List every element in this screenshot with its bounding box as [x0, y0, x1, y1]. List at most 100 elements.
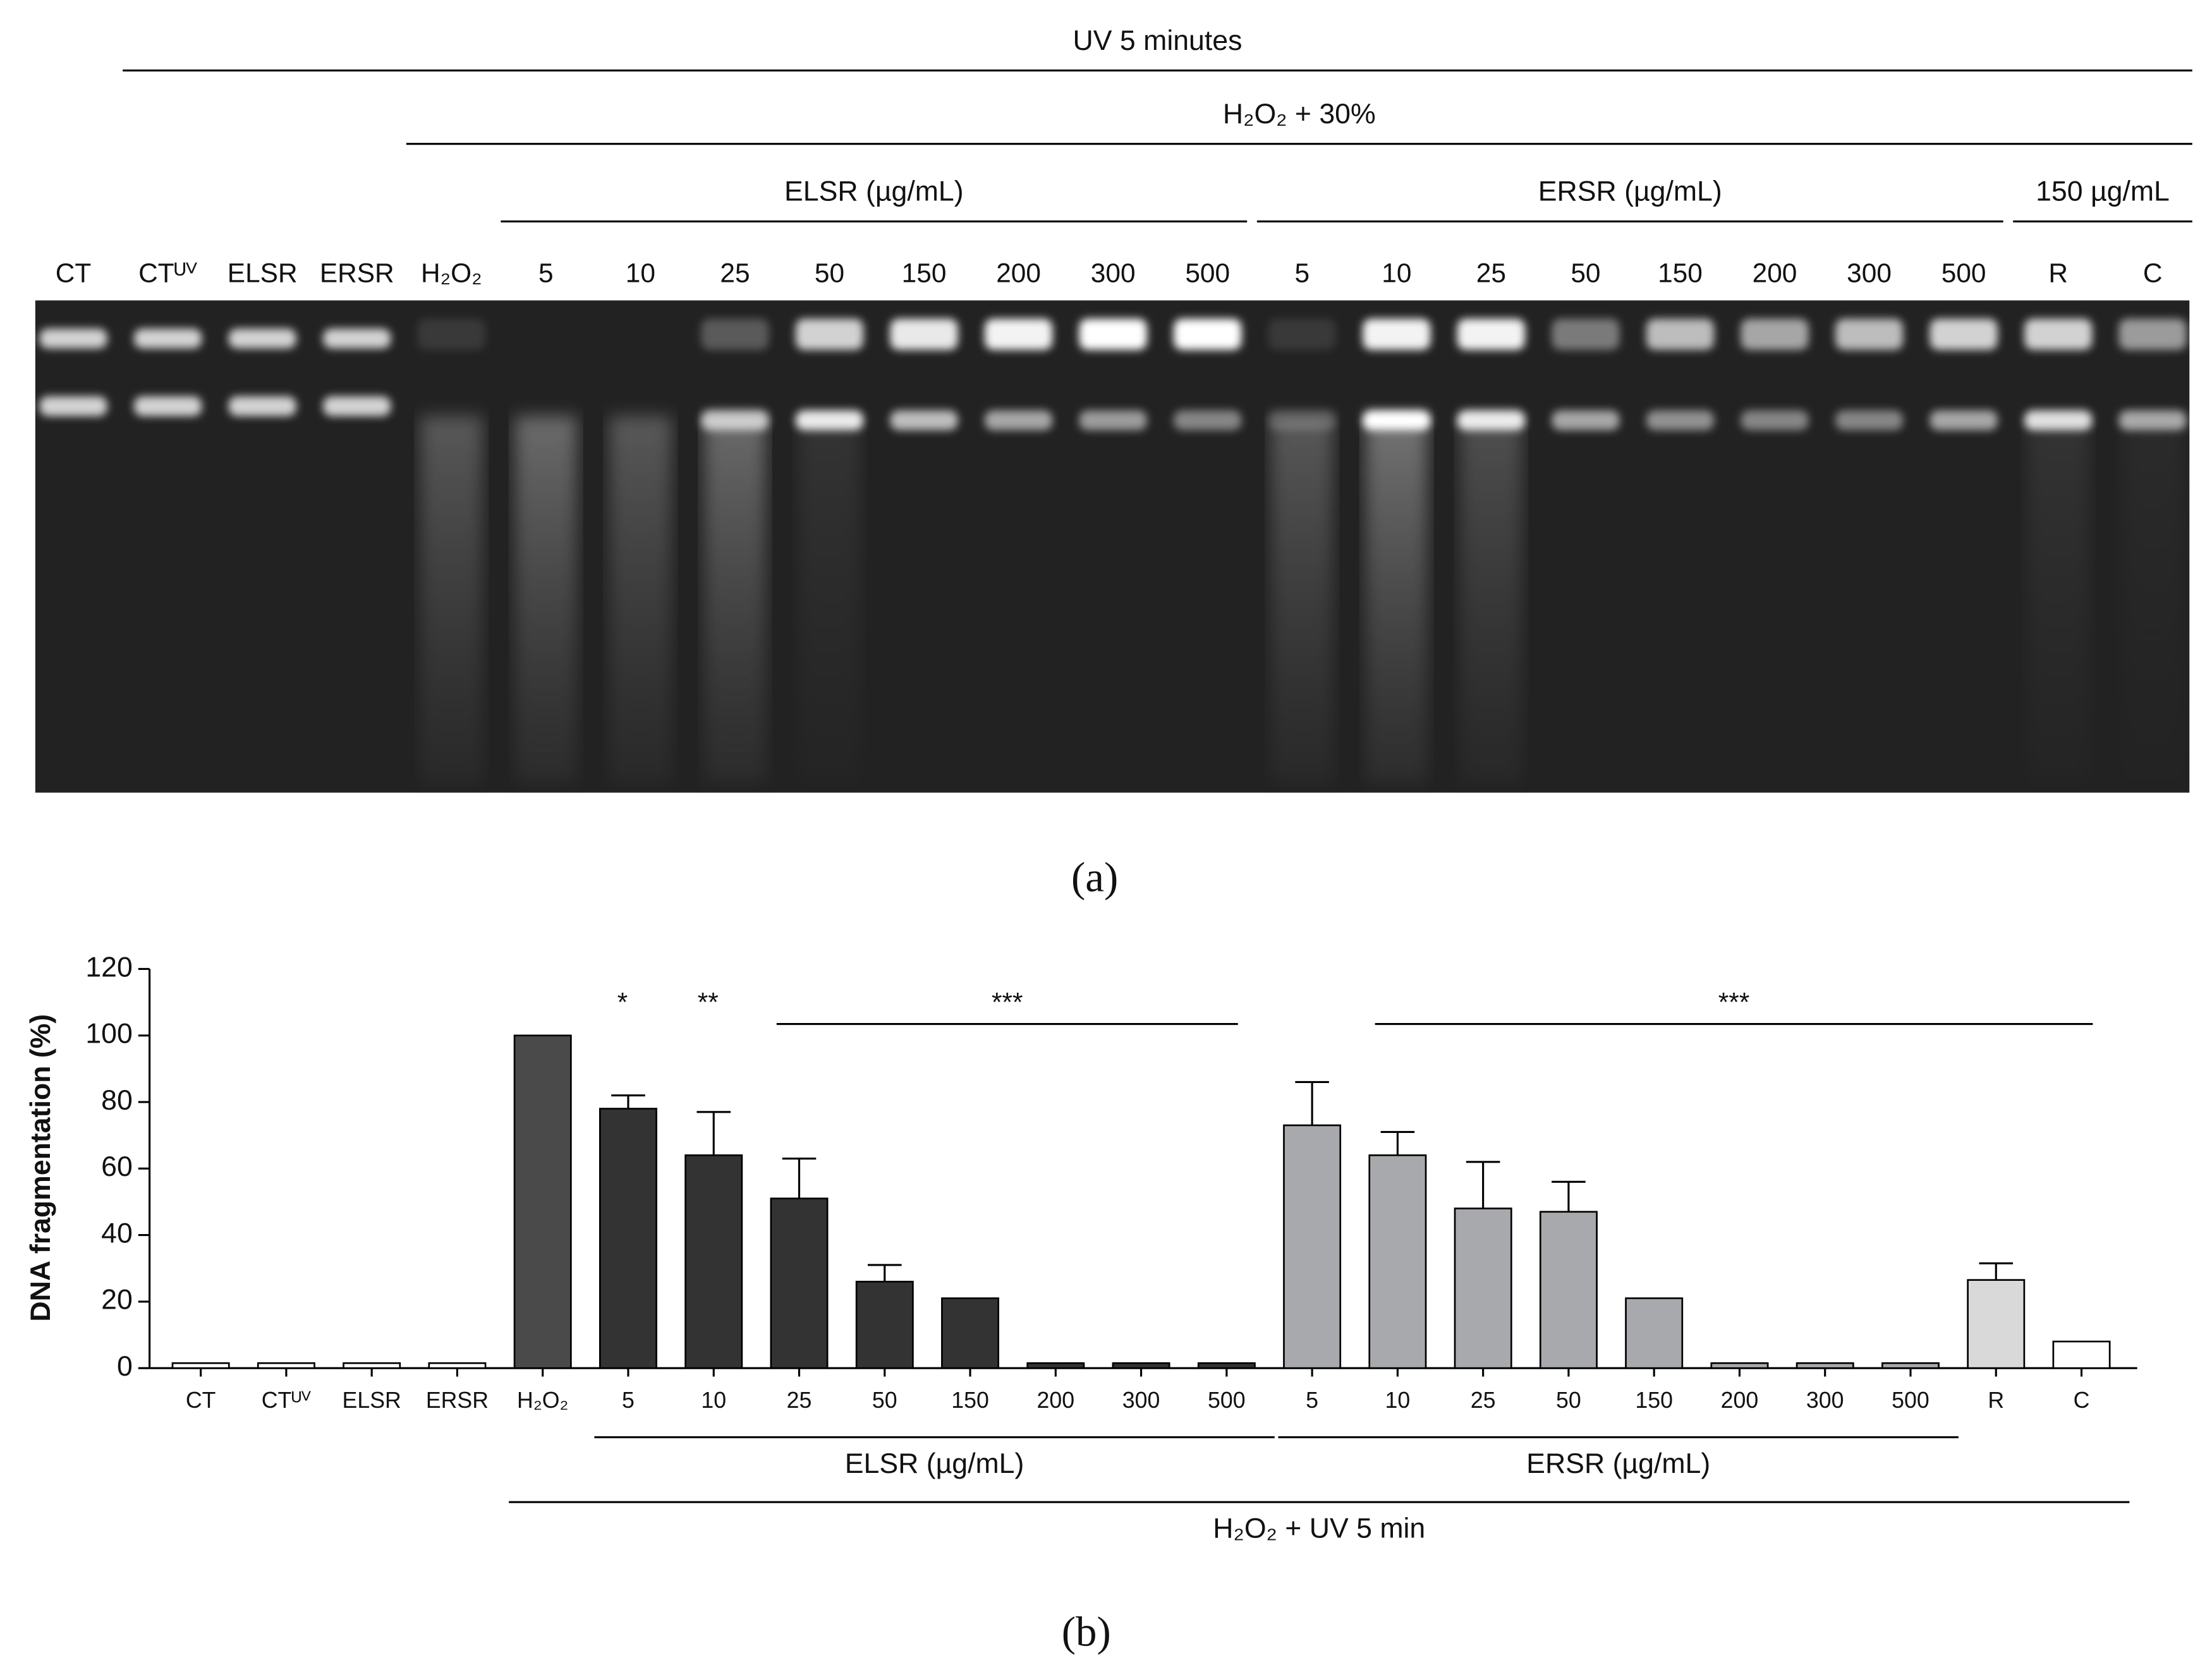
x-tick-label: CT	[186, 1388, 216, 1413]
group-label: H₂O₂ + UV 5 min	[1213, 1513, 1425, 1544]
lane-label: 300	[1847, 258, 1892, 288]
x-tick-label: 50	[1556, 1388, 1581, 1413]
lane-label: CT	[56, 258, 92, 288]
band	[985, 318, 1053, 350]
band	[890, 410, 958, 430]
bar	[1026, 1362, 1085, 1369]
x-tick-label: 150	[951, 1388, 989, 1413]
y-tick-label: 0	[117, 1351, 133, 1382]
y-tick-label: 40	[101, 1218, 133, 1249]
bar	[1283, 1124, 1342, 1369]
group-label: ELSR (µg/mL)	[845, 1448, 1024, 1479]
panel-label: (b)	[1062, 1609, 1111, 1656]
x-tick-label: 25	[787, 1388, 812, 1413]
smear	[1460, 416, 1522, 783]
band	[1079, 318, 1147, 350]
x-tick-label: 50	[872, 1388, 897, 1413]
x-tick-label: 300	[1806, 1388, 1844, 1413]
gel-header: 150 µg/mL	[2036, 176, 2170, 207]
significance: *	[617, 987, 628, 1017]
band	[795, 410, 864, 430]
band	[39, 396, 107, 416]
gel-header: H₂O₂ + 30%	[1223, 99, 1376, 130]
band	[323, 329, 391, 349]
band	[323, 396, 391, 416]
x-tick-label: ELSR	[343, 1388, 401, 1413]
band	[2024, 318, 2093, 350]
bar	[1454, 1208, 1512, 1369]
x-tick-label: C	[2074, 1388, 2090, 1413]
bar	[428, 1362, 487, 1369]
band	[1552, 318, 1620, 350]
bar	[770, 1197, 829, 1369]
band	[1174, 410, 1242, 430]
smear	[609, 416, 672, 783]
bar	[1967, 1279, 2026, 1369]
lane-label: H₂O₂	[421, 258, 482, 288]
band	[701, 410, 769, 430]
band	[701, 318, 769, 350]
band	[1174, 318, 1242, 350]
smear	[2027, 416, 2089, 783]
lane-label: 150	[902, 258, 947, 288]
bar	[1539, 1211, 1598, 1369]
band	[39, 329, 107, 349]
band	[1268, 318, 1336, 350]
x-tick-label: 300	[1122, 1388, 1160, 1413]
bar	[513, 1034, 572, 1369]
gel	[35, 300, 2190, 793]
lane-label: 150	[1658, 258, 1703, 288]
band	[1835, 410, 1904, 430]
bar	[1112, 1362, 1170, 1369]
band	[228, 396, 296, 416]
x-tick-label: 500	[1208, 1388, 1246, 1413]
x-tick-label: 10	[701, 1388, 726, 1413]
lane-label: 200	[996, 258, 1041, 288]
lane-label: 10	[1382, 258, 1411, 288]
lane-label: 5	[538, 258, 554, 288]
gel-header: UV 5 minutes	[1073, 25, 1243, 56]
x-tick-label: 5	[622, 1388, 635, 1413]
band	[1929, 410, 1998, 430]
band	[1646, 318, 1715, 350]
x-tick-label: H₂O₂	[517, 1388, 568, 1413]
bar	[941, 1297, 1000, 1369]
smear	[1271, 416, 1334, 783]
band	[1552, 410, 1620, 430]
lane-label: CTᵁⱽ	[138, 258, 198, 288]
lane-label: 500	[1185, 258, 1230, 288]
bar	[599, 1108, 657, 1369]
bar	[1881, 1362, 1940, 1369]
x-tick-label: 10	[1385, 1388, 1411, 1413]
gel-header: ERSR (µg/mL)	[1538, 176, 1722, 207]
band	[134, 396, 202, 416]
bar	[343, 1362, 401, 1369]
band	[1835, 318, 1904, 350]
bar	[855, 1280, 914, 1369]
lane-label: 50	[815, 258, 844, 288]
band	[1079, 410, 1147, 430]
gel-header: ELSR (µg/mL)	[784, 176, 964, 207]
lane-label: 200	[1753, 258, 1797, 288]
y-tick-label: 100	[85, 1019, 132, 1050]
lane-label: C	[2143, 258, 2163, 288]
smear	[1365, 416, 1428, 783]
band	[134, 329, 202, 349]
group-label: ERSR (µg/mL)	[1526, 1448, 1710, 1479]
bar	[1796, 1362, 1854, 1369]
lane-label: 25	[1476, 258, 1506, 288]
y-tick-label: 120	[85, 952, 132, 983]
band	[1646, 410, 1715, 430]
lane-label: R	[2048, 258, 2068, 288]
bar	[171, 1362, 230, 1369]
x-tick-label: ERSR	[426, 1388, 489, 1413]
panel-label: (a)	[1071, 854, 1118, 900]
lane-label: 300	[1091, 258, 1136, 288]
band	[2024, 410, 2093, 430]
significance: ***	[1718, 987, 1750, 1017]
smear	[703, 416, 767, 783]
x-tick-label: 25	[1471, 1388, 1496, 1413]
band	[1457, 410, 1525, 430]
significance: ***	[992, 987, 1023, 1017]
